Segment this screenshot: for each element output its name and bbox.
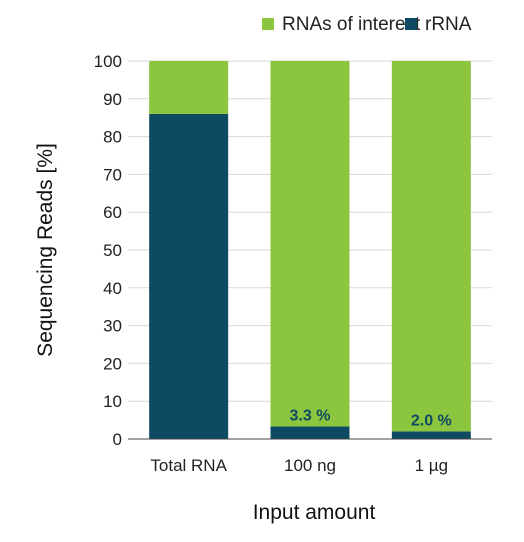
y-tick-label: 70	[103, 165, 122, 184]
y-tick-label: 0	[113, 430, 122, 449]
y-tick-label: 40	[103, 279, 122, 298]
y-tick-label: 50	[103, 241, 122, 260]
y-tick-label: 10	[103, 392, 122, 411]
bars	[149, 61, 471, 440]
legend-swatch	[262, 18, 274, 30]
x-tick-label: 100 ng	[284, 456, 336, 475]
data-label: 3.3 %	[290, 408, 331, 425]
legend-label: RNAs of interest	[282, 14, 421, 35]
x-tick-labels: Total RNA 100 ng 1 µg	[150, 456, 448, 475]
y-tick-label: 90	[103, 90, 122, 109]
legend: RNAs of interest rRNA	[262, 14, 472, 35]
data-labels: 3.3 % 2.0 %	[290, 408, 452, 430]
y-tick-label: 30	[103, 317, 122, 336]
y-tick-label: 20	[103, 354, 122, 373]
data-label: 2.0 %	[411, 412, 452, 429]
x-tick-label: 1 µg	[415, 456, 448, 475]
bar-rrna-3	[391, 431, 471, 439]
y-tick-label: 100	[94, 52, 122, 71]
y-tick-label: 80	[103, 128, 122, 147]
bar-rrna-2	[270, 426, 350, 439]
bar-rnas-of-interest-1	[149, 61, 229, 114]
legend-swatch	[405, 18, 417, 30]
bar-rrna-1	[149, 113, 229, 440]
y-tick-labels: 0 10 20 30 40 50 60 70 80 90 100	[94, 52, 122, 449]
x-axis-title: Input amount	[253, 501, 376, 524]
legend-label: rRNA	[425, 14, 472, 35]
x-tick-label: Total RNA	[150, 456, 227, 475]
y-axis-title: Sequencing Reads [%]	[34, 143, 57, 357]
bar-rnas-of-interest-2	[270, 61, 350, 427]
bar-rnas-of-interest-3	[391, 61, 471, 432]
y-tick-label: 60	[103, 203, 122, 222]
